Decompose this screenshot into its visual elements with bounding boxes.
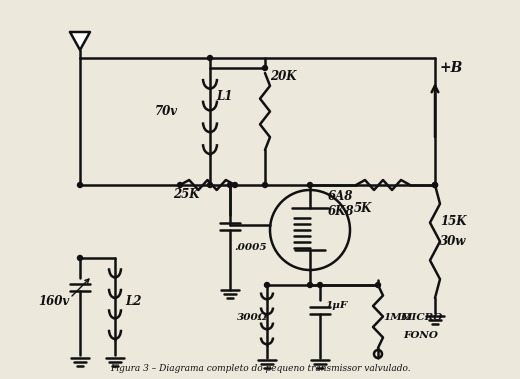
- Text: 5K: 5K: [354, 202, 372, 215]
- Text: 30w: 30w: [440, 235, 466, 248]
- Text: 70v: 70v: [155, 105, 178, 118]
- Circle shape: [265, 282, 269, 288]
- Text: 25K: 25K: [173, 188, 200, 201]
- Text: 160v: 160v: [38, 295, 69, 308]
- Circle shape: [263, 183, 267, 188]
- Text: 15K: 15K: [440, 215, 466, 228]
- Text: 300Ω: 300Ω: [237, 313, 268, 322]
- Circle shape: [375, 282, 381, 288]
- Circle shape: [307, 282, 313, 288]
- Circle shape: [207, 183, 213, 188]
- Text: Figura 3 – Diagrama completo do pequeno transmissor valvulado.: Figura 3 – Diagrama completo do pequeno …: [110, 364, 410, 373]
- Circle shape: [232, 183, 238, 188]
- Polygon shape: [70, 32, 90, 50]
- Text: 1MΩ: 1MΩ: [383, 313, 411, 322]
- Circle shape: [307, 183, 313, 188]
- Circle shape: [77, 183, 83, 188]
- Text: .0005: .0005: [234, 243, 267, 252]
- Text: 6K8: 6K8: [328, 205, 355, 218]
- Circle shape: [77, 255, 83, 260]
- Text: +B: +B: [440, 61, 463, 75]
- Circle shape: [263, 66, 267, 70]
- Text: L1: L1: [216, 90, 232, 103]
- Text: MICRO: MICRO: [400, 313, 442, 322]
- Text: FONO: FONO: [403, 331, 438, 340]
- Circle shape: [228, 183, 232, 188]
- Circle shape: [207, 55, 213, 61]
- Text: L2: L2: [125, 295, 141, 308]
- Text: 1μF: 1μF: [325, 301, 347, 310]
- Circle shape: [318, 282, 322, 288]
- Text: 6A8: 6A8: [328, 190, 354, 203]
- Circle shape: [433, 183, 437, 188]
- Circle shape: [433, 183, 437, 188]
- Circle shape: [177, 183, 183, 188]
- Text: 20K: 20K: [270, 70, 296, 83]
